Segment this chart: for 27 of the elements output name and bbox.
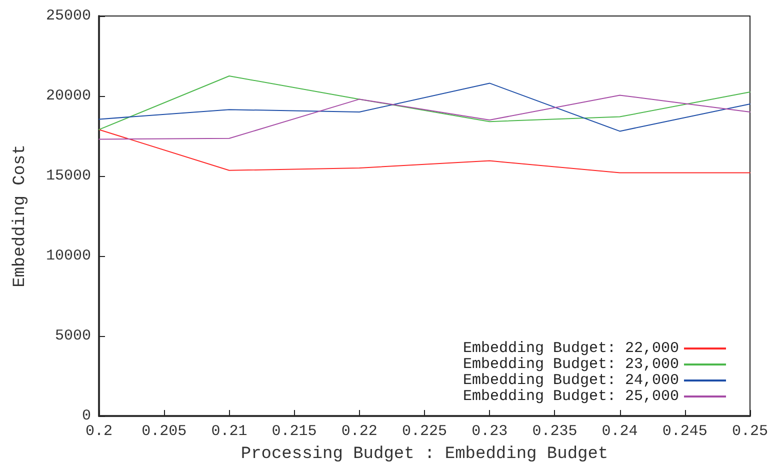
y-tick-label: 20000 [46, 88, 91, 104]
x-tick-label: 0.25 [732, 423, 768, 440]
x-tick-label: 0.23 [472, 423, 508, 440]
x-tick-label: 0.21 [211, 423, 248, 440]
line-series [98, 76, 750, 130]
line-series [98, 129, 750, 174]
legend-label: Embedding Budget: 22,000 [462, 340, 679, 357]
legend-label: Embedding Budget: 23,000 [462, 356, 679, 373]
x-tick-label: 0.225 [402, 423, 448, 440]
line-series [98, 94, 750, 140]
y-tick-label: 0 [82, 408, 91, 424]
y-tick-label: 10000 [46, 248, 91, 264]
x-tick-label: 0.245 [662, 423, 708, 440]
y-tick-label: 25000 [46, 8, 91, 24]
x-tick-label: 0.2 [85, 423, 113, 440]
legend-label: Embedding Budget: 24,000 [462, 372, 679, 389]
line-series [98, 82, 750, 132]
x-tick-label: 0.235 [532, 423, 578, 440]
x-tick-label: 0.215 [272, 423, 317, 440]
y-axis-title: Embedding Cost [11, 144, 30, 288]
x-axis-title: Processing Budget : Embedding Budget [240, 445, 608, 464]
y-tick-label: 5000 [54, 328, 91, 344]
y-tick-label: 15000 [46, 168, 91, 184]
x-tick-label: 0.22 [341, 423, 378, 440]
x-tick-label: 0.24 [602, 423, 638, 440]
legend-label: Embedding Budget: 25,000 [462, 388, 679, 405]
x-tick-label: 0.205 [142, 423, 187, 440]
